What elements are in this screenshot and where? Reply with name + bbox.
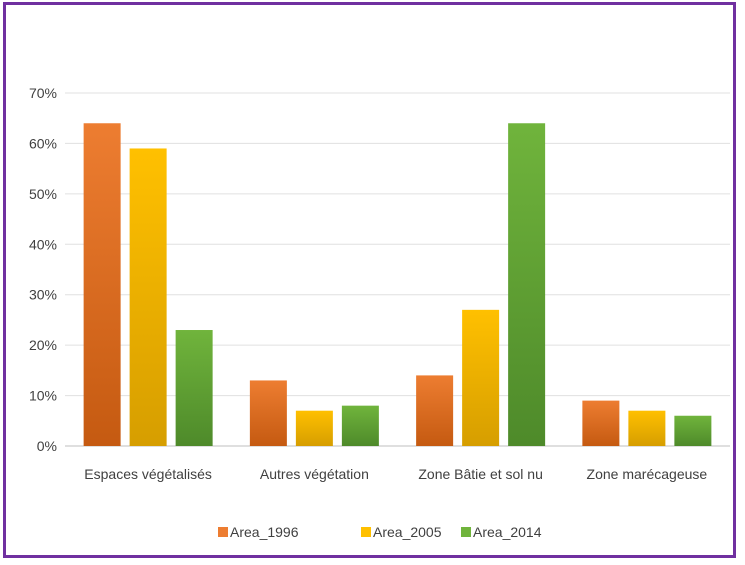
bar-area-1996-1 <box>249 380 287 446</box>
y-tick-label: 60% <box>29 135 57 151</box>
legend-swatch <box>361 527 371 537</box>
y-tick-label: 0% <box>37 438 57 454</box>
bar-area-2005-0 <box>129 148 167 446</box>
x-category-label: Espaces végétalisés <box>84 466 212 482</box>
y-tick-label: 40% <box>29 236 57 252</box>
bars <box>83 123 712 446</box>
legend-label: Area_2014 <box>473 524 542 540</box>
bar-area-1996-2 <box>416 375 454 446</box>
bar-area-2014-2 <box>508 123 546 446</box>
y-tick-label: 70% <box>29 85 57 101</box>
y-tick-label: 10% <box>29 388 57 404</box>
x-category-label: Zone Bâtie et sol nu <box>418 466 543 482</box>
legend-swatch <box>461 527 471 537</box>
bar-area-2014-1 <box>341 405 379 446</box>
x-category-label: Zone marécageuse <box>587 466 708 482</box>
legend-swatch <box>218 527 228 537</box>
y-axis: 0% 10% 20% 30% 40% 50% 60% 70% <box>29 85 57 454</box>
legend-label: Area_1996 <box>230 524 299 540</box>
chart-frame <box>3 2 736 558</box>
x-axis: Espaces végétalisés Autres végétation Zone… <box>84 466 707 482</box>
bar-area-2005-3 <box>628 410 666 446</box>
legend-label: Area_2005 <box>373 524 442 540</box>
y-tick-label: 20% <box>29 337 57 353</box>
legend: Area_1996 Area_2005 Area_2014 <box>218 524 542 540</box>
bar-area-2014-3 <box>674 415 712 446</box>
bar-area-1996-3 <box>582 400 620 446</box>
bar-area-2005-2 <box>462 309 500 446</box>
y-tick-label: 50% <box>29 186 57 202</box>
bar-area-1996-0 <box>83 123 121 446</box>
bar-area-2005-1 <box>295 410 333 446</box>
y-tick-label: 30% <box>29 287 57 303</box>
x-category-label: Autres végétation <box>260 466 369 482</box>
bar-area-2014-0 <box>175 330 213 446</box>
